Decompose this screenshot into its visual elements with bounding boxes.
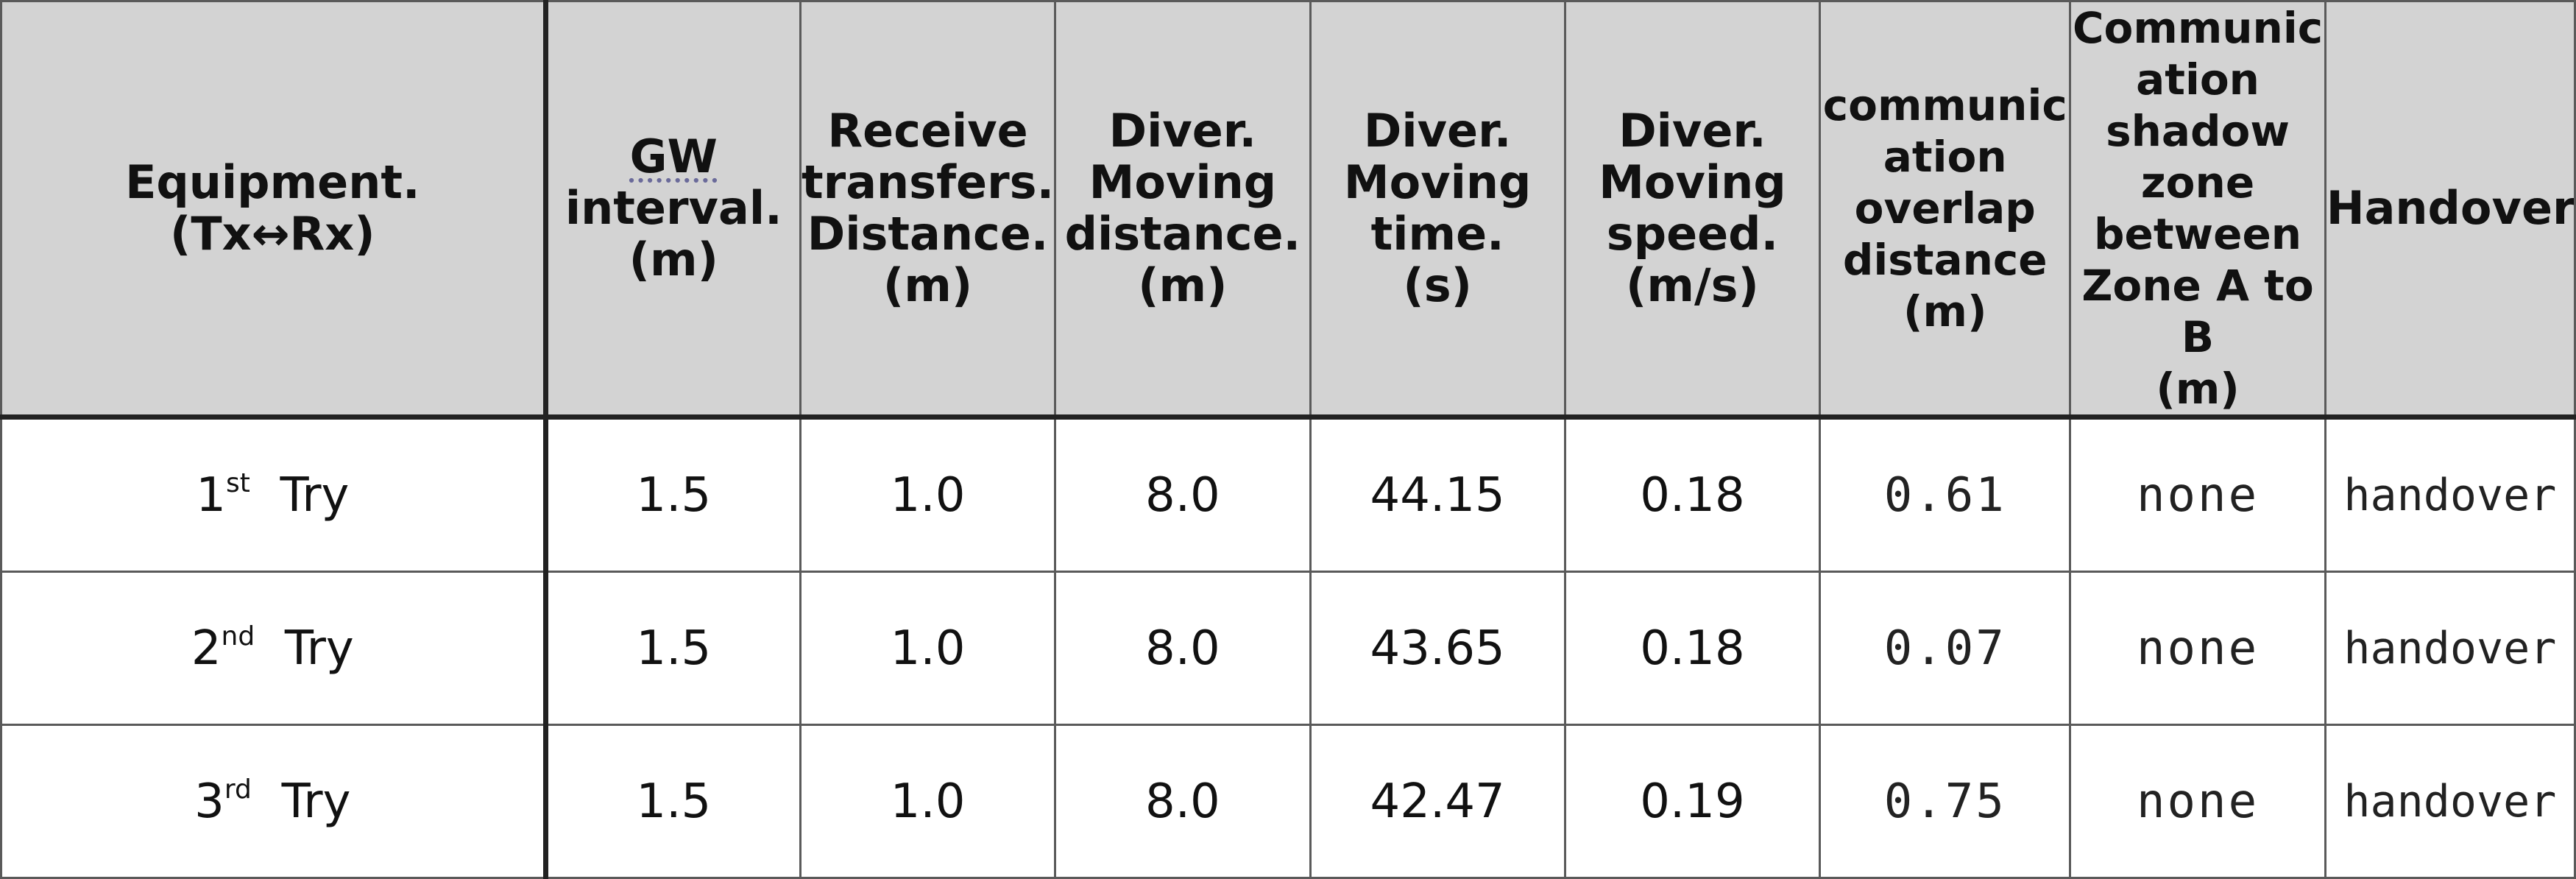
ordinal-number: 2	[191, 621, 222, 676]
ordinal-number: 1	[196, 467, 226, 523]
header-line: speed.	[1606, 207, 1779, 261]
header-line: interval.	[565, 181, 782, 235]
header-shadow-zone: Communic ation shadow zone between Zone …	[2069, 0, 2326, 420]
header-line: (m)	[629, 233, 718, 286]
header-line: time.	[1370, 207, 1504, 261]
header-line: (Tx↔Rx)	[169, 207, 375, 261]
cell-moving-speed: 0.19	[1563, 724, 1822, 879]
header-line: (m)	[2156, 364, 2240, 414]
header-line: transfers.	[801, 155, 1055, 209]
ordinal-suffix: st	[225, 467, 250, 498]
cell-receive-distance: 1.0	[799, 416, 1057, 573]
header-moving-time: Diver. Moving time. (s)	[1309, 0, 1566, 420]
header-handover: Handover	[2324, 0, 2576, 420]
header-line: Moving	[1089, 155, 1277, 209]
table-row: 1st Try 1.5 1.0 8.0 44.15 0.18 0.61 none…	[0, 416, 2576, 573]
cell-moving-speed: 0.18	[1563, 571, 1822, 726]
ordinal-suffix: rd	[224, 774, 252, 805]
try-label: Try	[281, 774, 351, 829]
header-line: Equipment.	[125, 155, 420, 209]
cell-shadow-zone: none	[2069, 571, 2326, 726]
ordinal-suffix: nd	[221, 621, 255, 652]
header-moving-distance: Diver. Moving distance. (m)	[1054, 0, 1312, 420]
cell-moving-distance: 8.0	[1054, 416, 1312, 573]
ordinal-number: 3	[194, 774, 224, 829]
header-row: Equipment. (Tx↔Rx) GW interval. (m) Rece…	[0, 0, 2576, 420]
header-line: Handover	[2326, 181, 2575, 235]
cell-handover: handover	[2324, 724, 2576, 879]
cell-shadow-zone: none	[2069, 724, 2326, 879]
cell-try: 3rd Try	[0, 724, 548, 879]
cell-moving-time: 44.15	[1309, 416, 1566, 573]
header-line: Receive	[827, 104, 1028, 158]
cell-try: 2nd Try	[0, 571, 548, 726]
cell-handover: handover	[2324, 416, 2576, 573]
cell-moving-time: 43.65	[1309, 571, 1566, 726]
header-line: shadow	[2106, 106, 2290, 156]
cell-shadow-zone: none	[2069, 416, 2326, 573]
cell-try: 1st Try	[0, 416, 548, 573]
header-line: Diver.	[1363, 104, 1512, 158]
header-line: Moving	[1343, 155, 1532, 209]
cell-moving-speed: 0.18	[1563, 416, 1822, 573]
try-ordinal: 1st	[196, 468, 250, 523]
header-line: Moving	[1599, 155, 1786, 209]
header-line: ation	[2136, 54, 2260, 105]
header-line: between	[2093, 209, 2302, 259]
try-label: Try	[284, 621, 354, 676]
header-line: distance	[1842, 235, 2048, 285]
header-line: Diver.	[1108, 104, 1257, 158]
header-line: GW	[629, 130, 718, 183]
cell-receive-distance: 1.0	[799, 571, 1057, 726]
header-line: (s)	[1403, 258, 1472, 312]
table-row: 3rd Try 1.5 1.0 8.0 42.47 0.19 0.75 none…	[0, 724, 2576, 879]
cell-gw-interval: 1.5	[544, 571, 802, 726]
header-line: (m/s)	[1626, 258, 1759, 312]
header-line: (m)	[1138, 258, 1228, 312]
cell-overlap-distance: 0.75	[1819, 724, 2072, 879]
cell-handover: handover	[2324, 571, 2576, 726]
header-receive-distance: Receive transfers. Distance. (m)	[799, 0, 1057, 420]
cell-moving-distance: 8.0	[1054, 571, 1312, 726]
try-label: Try	[280, 467, 350, 523]
cell-receive-distance: 1.0	[799, 724, 1057, 879]
cell-gw-interval: 1.5	[544, 724, 802, 879]
cell-moving-distance: 8.0	[1054, 724, 1312, 879]
header-line: Communic	[2072, 3, 2324, 54]
header-overlap-distance: communic ation overlap distance (m)	[1819, 0, 2072, 420]
header-equipment: Equipment. (Tx↔Rx)	[0, 0, 548, 420]
try-ordinal: 3rd	[194, 774, 252, 829]
cell-overlap-distance: 0.07	[1819, 571, 2072, 726]
header-moving-speed: Diver. Moving speed. (m/s)	[1563, 0, 1822, 420]
table-row: 2nd Try 1.5 1.0 8.0 43.65 0.18 0.07 none…	[0, 571, 2576, 726]
header-line: Zone A to	[2081, 261, 2314, 311]
header-line: Distance.	[807, 207, 1049, 261]
try-ordinal: 2nd	[191, 621, 255, 676]
header-line: ation	[1883, 132, 2007, 182]
header-gw-interval: GW interval. (m)	[544, 0, 802, 420]
header-line: overlap	[1854, 183, 2036, 233]
header-line: Diver.	[1618, 104, 1766, 158]
cell-overlap-distance: 0.61	[1819, 416, 2072, 573]
cell-gw-interval: 1.5	[544, 416, 802, 573]
header-line: (m)	[882, 258, 973, 312]
header-line: distance.	[1064, 207, 1301, 261]
header-line: B	[2181, 312, 2215, 362]
header-line: (m)	[1903, 286, 1987, 336]
cell-moving-time: 42.47	[1309, 724, 1566, 879]
header-line: zone	[2140, 158, 2255, 208]
header-line: communic	[1822, 80, 2067, 130]
